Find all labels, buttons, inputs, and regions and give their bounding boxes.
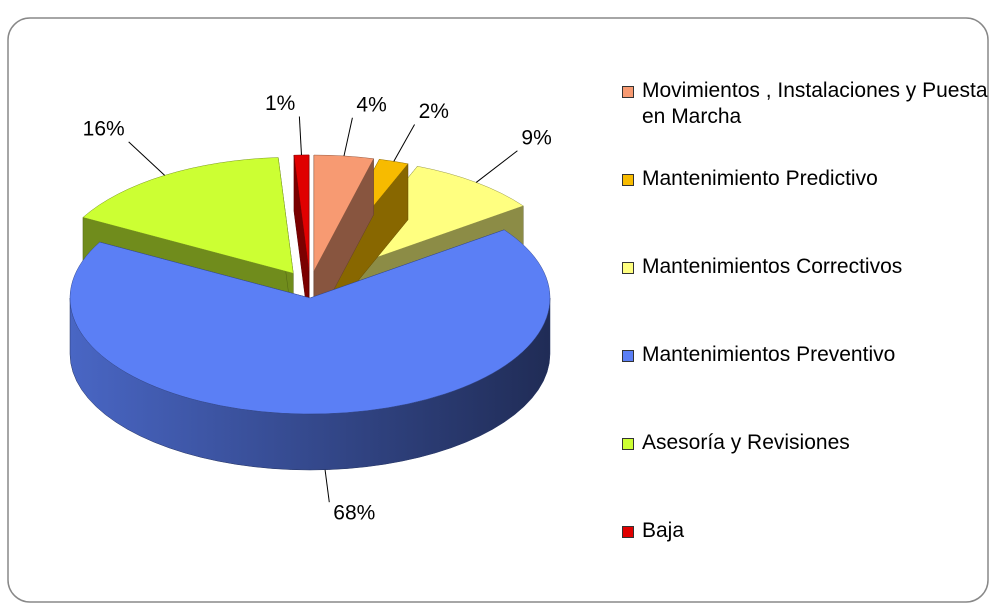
legend-label: Baja (642, 519, 685, 542)
leader-line (393, 124, 416, 162)
legend-swatch (622, 262, 634, 274)
slice (69, 229, 551, 471)
slice-top (69, 229, 551, 415)
legend-label: Mantenimientos Correctivos (642, 255, 903, 278)
data-label: 2% (419, 100, 449, 123)
data-label: 1% (265, 92, 295, 115)
slice (293, 154, 310, 327)
leader-line (128, 141, 166, 176)
legend-label: Movimientos , Instalaciones y Puesta en … (642, 79, 988, 128)
leader-line (343, 117, 353, 157)
slice-top (313, 154, 374, 272)
data-label: 68% (333, 502, 375, 525)
legend-swatch (622, 350, 634, 362)
legend-label: Mantenimiento Predictivo (642, 167, 878, 190)
legend-item: Mantenimiento Predictivo (622, 166, 992, 254)
legend-swatch (622, 174, 634, 186)
leader-line (298, 116, 302, 156)
legend-item: Asesoría y Revisiones (622, 430, 992, 518)
leader-line (475, 150, 518, 183)
legend: Movimientos , Instalaciones y Puesta en … (622, 78, 992, 606)
data-label: 9% (521, 126, 551, 149)
legend-label: Asesoría y Revisiones (642, 431, 850, 454)
legend-item: Baja (622, 518, 992, 606)
legend-item: Movimientos , Instalaciones y Puesta en … (622, 78, 992, 166)
legend-swatch (622, 86, 634, 98)
legend-swatch (622, 438, 634, 450)
slice-top (82, 157, 294, 274)
leader-line (324, 469, 330, 503)
legend-label: Mantenimientos Preventivo (642, 343, 896, 366)
legend-item: Mantenimientos Correctivos (622, 254, 992, 342)
legend-item: Mantenimientos Preventivo (622, 342, 992, 430)
data-label: 16% (83, 117, 125, 140)
legend-swatch (622, 526, 634, 538)
data-label: 4% (356, 93, 386, 116)
